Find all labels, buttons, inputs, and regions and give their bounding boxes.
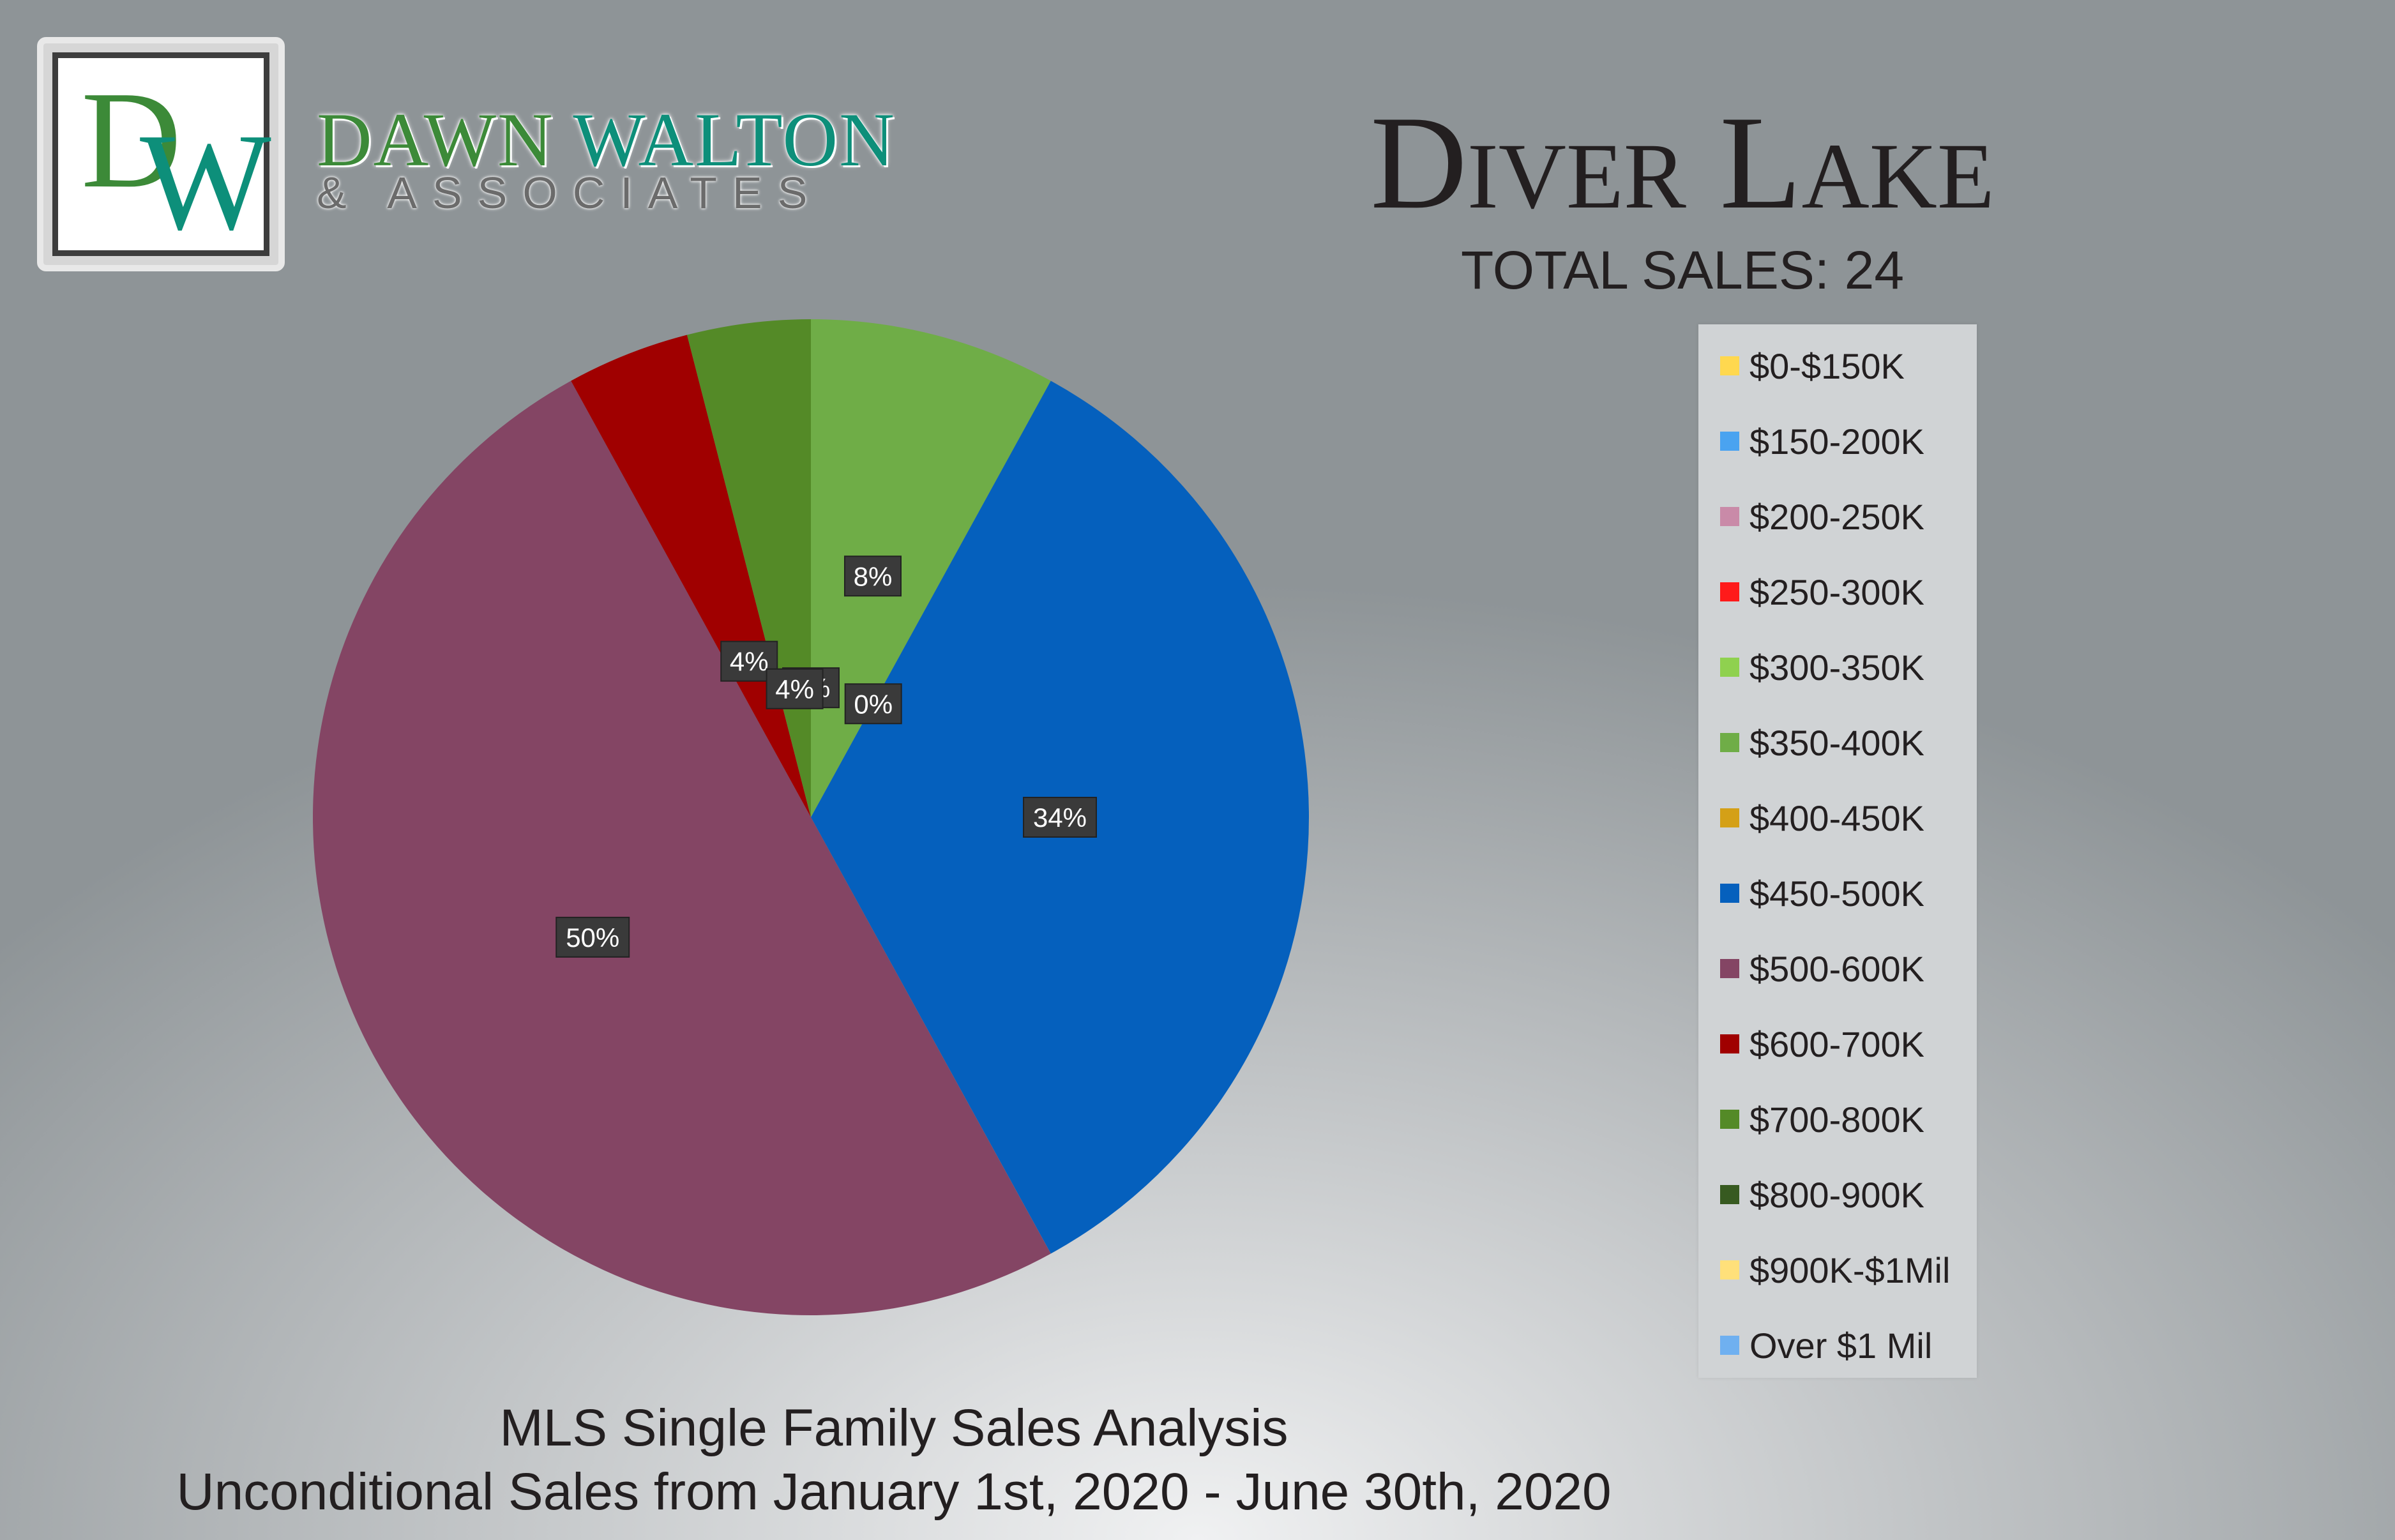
legend-item: $700-800K bbox=[1720, 1097, 1924, 1142]
legend-item: Over $1 Mil bbox=[1720, 1323, 1932, 1368]
legend-swatch bbox=[1720, 808, 1739, 827]
pie-data-label-5: 8% bbox=[843, 555, 902, 597]
pie-data-label-box bbox=[720, 640, 778, 682]
pie-data-label-9: 4% bbox=[720, 640, 778, 682]
legend-item: $450-500K bbox=[1720, 871, 1924, 916]
legend-item: $300-350K bbox=[1720, 645, 1924, 690]
legend-label: $250-300K bbox=[1749, 571, 1925, 612]
logo-letter-w: W bbox=[140, 105, 271, 259]
pie-data-label-text: 0% bbox=[854, 689, 893, 719]
legend-label: $600-700K bbox=[1749, 1023, 1925, 1064]
legend-swatch bbox=[1720, 1260, 1739, 1280]
legend-item: $900K-$1Mil bbox=[1720, 1248, 1950, 1292]
logo-badge: D W bbox=[37, 37, 285, 271]
pie-data-label-box bbox=[555, 916, 630, 958]
legend-swatch bbox=[1720, 356, 1739, 375]
footer-date-range: Unconditional Sales from January 1st, 20… bbox=[176, 1463, 1612, 1521]
total-sales: TOTAL SALES: 24 bbox=[1460, 240, 1905, 300]
pie-data-label-text: 50% bbox=[566, 923, 619, 953]
legend-swatch bbox=[1720, 658, 1739, 677]
legend-swatch bbox=[1720, 884, 1739, 903]
legend-swatch bbox=[1720, 507, 1739, 526]
footer-title: MLS Single Family Sales Analysis bbox=[499, 1399, 1288, 1457]
legend-item: $200-250K bbox=[1720, 494, 1924, 539]
pie-slice-8 bbox=[313, 381, 1051, 1316]
legend-label: $800-900K bbox=[1749, 1174, 1925, 1215]
legend-swatch bbox=[1720, 1034, 1739, 1053]
pie-data-labels: 0%8%0%34%50%4%4% bbox=[555, 555, 1097, 958]
legend-label: $900K-$1Mil bbox=[1749, 1249, 1951, 1290]
legend-item: $350-400K bbox=[1720, 720, 1924, 765]
legend-label: $700-800K bbox=[1749, 1099, 1925, 1140]
legend-label: Over $1 Mil bbox=[1749, 1325, 1933, 1366]
pie-data-label-7: 34% bbox=[1023, 797, 1097, 838]
pie-data-label-text: 4% bbox=[775, 674, 814, 704]
logo-frame: D W bbox=[52, 52, 271, 259]
legend-item: $500-600K bbox=[1720, 946, 1924, 991]
legend-label: $350-400K bbox=[1749, 722, 1925, 763]
legend-swatch bbox=[1720, 1110, 1739, 1129]
pie-data-label-text: 4% bbox=[730, 647, 769, 677]
legend-label: $150-200K bbox=[1749, 421, 1925, 462]
legend-label: $400-450K bbox=[1749, 797, 1925, 838]
legend-label: $500-600K bbox=[1749, 948, 1925, 989]
legend-item: $0-$150K bbox=[1720, 343, 1905, 388]
legend-item: $400-450K bbox=[1720, 796, 1924, 840]
pie-slice-9 bbox=[571, 335, 811, 817]
brand-subtitle: & ASSOCIATES bbox=[317, 168, 823, 218]
legend-swatch bbox=[1720, 582, 1739, 601]
brand-name-part2: WALTON bbox=[573, 97, 896, 182]
chart-legend: $0-$150K $150-200K $200-250K $250-300K $300-… bbox=[1698, 324, 1977, 1378]
pie-data-label-box bbox=[844, 683, 902, 725]
legend-item: $250-300K bbox=[1720, 570, 1924, 614]
pie-data-label-8: 50% bbox=[555, 916, 630, 958]
legend-label: $200-250K bbox=[1749, 496, 1925, 537]
pie-data-label-text: 34% bbox=[1033, 803, 1087, 833]
pie-data-label-box bbox=[1023, 797, 1097, 838]
brand-name-part1: DAWN bbox=[317, 97, 554, 182]
chart-title: Diver Lake bbox=[1370, 89, 1995, 237]
legend-label: $450-500K bbox=[1749, 873, 1925, 914]
pie-data-label-box bbox=[843, 555, 902, 597]
logo-letter-d: D bbox=[81, 63, 182, 217]
pie-slices bbox=[313, 319, 1310, 1316]
legend-item: $150-200K bbox=[1720, 419, 1924, 464]
legend-item: $600-700K bbox=[1720, 1022, 1924, 1066]
legend-item: $800-900K bbox=[1720, 1172, 1924, 1217]
pie-data-label-6: 0% bbox=[844, 683, 902, 725]
legend-swatch bbox=[1720, 733, 1739, 752]
pie-data-label-text: 8% bbox=[854, 561, 893, 591]
legend-swatch bbox=[1720, 959, 1739, 978]
brand-name: DAWN WALTON bbox=[317, 96, 896, 184]
legend-swatch bbox=[1720, 1185, 1739, 1204]
legend-swatch bbox=[1720, 432, 1739, 451]
legend-label: $300-350K bbox=[1749, 647, 1925, 688]
legend-label: $0-$150K bbox=[1749, 345, 1905, 386]
pie-data-label-box bbox=[766, 668, 824, 709]
pie-data-label-10: 4% bbox=[766, 668, 824, 709]
legend-swatch bbox=[1720, 1336, 1739, 1355]
